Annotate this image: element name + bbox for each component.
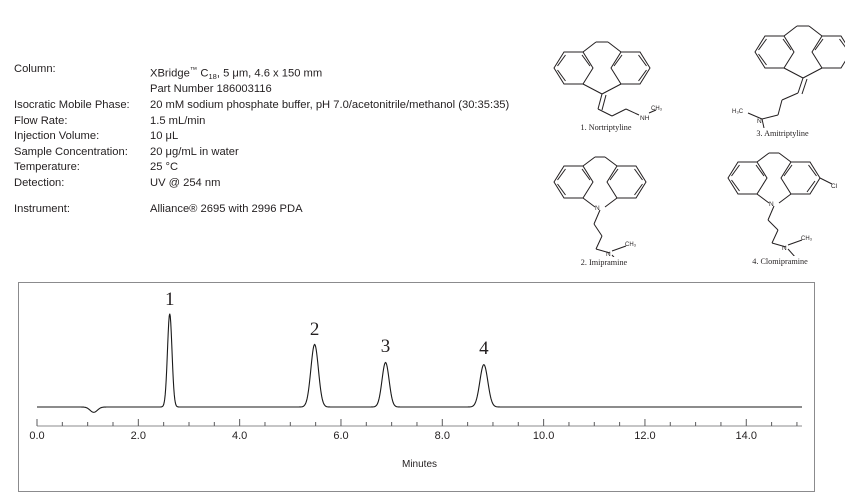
method-value-injection-volume: 10 μL <box>150 130 179 143</box>
method-value-partnumber: Part Number 186003116 <box>150 83 272 96</box>
method-value-detection: UV @ 254 nm <box>150 176 221 189</box>
structure-caption-2: 2. Imipramine <box>580 258 628 267</box>
column-phase: C <box>200 67 209 80</box>
method-label-sample-concentration: Sample Concentration: <box>14 145 128 158</box>
clomipramine-ring-n-label: N <box>769 201 774 208</box>
method-label-instrument: Instrument: <box>14 203 70 216</box>
nortriptyline-methyl-label: CH₃ <box>651 106 663 112</box>
x-tick-label: 12.0 <box>634 430 656 442</box>
peak-label-1: 1 <box>164 289 175 311</box>
x-axis <box>36 419 802 427</box>
peak-label-3: 3 <box>380 335 391 357</box>
table-row: Instrument: Alliance® 2695 with 2996 PDA <box>14 202 509 218</box>
amitriptyline-skeleton-icon: N H₃C CH₃ <box>732 25 845 128</box>
chromatogram-trace <box>37 313 802 413</box>
structure-amitriptyline: N H₃C CH₃ 3. Amitriptyline <box>720 16 845 138</box>
structure-caption-3: 3. Amitriptyline <box>756 129 809 138</box>
method-label-flow-rate: Flow Rate: <box>14 114 68 127</box>
method-label-temperature: Temperature: <box>14 161 80 174</box>
structure-nortriptyline: NH CH₃ 1. Nortriptyline <box>546 22 666 132</box>
table-row: Part Number 186003116 <box>14 82 509 98</box>
method-value-mobile-phase: 20 mM sodium phosphate buffer, pH 7.0/ac… <box>150 98 510 111</box>
clomipramine-chloro-label: Cl <box>831 183 838 190</box>
x-tick-label: 8.0 <box>434 430 450 442</box>
table-row: Temperature: 25 °C <box>14 160 509 176</box>
nortriptyline-skeleton-icon: NH CH₃ <box>553 41 663 122</box>
amitriptyline-n-label: N <box>757 118 762 125</box>
method-value-instrument: Alliance® 2695 with 2996 PDA <box>150 203 303 216</box>
table-row: Isocratic Mobile Phase: 20 mM sodium pho… <box>14 98 509 114</box>
method-label-detection: Detection: <box>14 176 65 189</box>
chromatogram-panel: 1 2 3 4 0.0 2.0 4.0 6.0 8.0 10.0 12.0 14.0 Minutes <box>18 282 815 492</box>
method-value-flow-rate: 1.5 mL/min <box>150 114 206 127</box>
method-value-column: XBridge™ C18, 5 μm, 4.6 x 150 mm <box>150 62 509 82</box>
clomipramine-skeleton-icon: N Cl N CH₃ CH₃ <box>727 152 838 256</box>
method-table: Column: XBridge™ C18, 5 μm, 4.6 x 150 mm… <box>14 62 509 218</box>
imipramine-ring-n-label: N <box>595 205 600 212</box>
clomipramine-methyl-label-1: CH₃ <box>801 236 813 242</box>
x-tick-label: 6.0 <box>333 430 349 442</box>
table-row: Injection Volume: 10 μL <box>14 129 509 145</box>
structure-imipramine: N N CH₃ CH₃ 2. Imipramine <box>544 152 664 267</box>
x-tick-label: 0.0 <box>29 430 45 442</box>
column-name: XBridge <box>150 67 190 80</box>
trademark-symbol: ™ <box>189 65 198 74</box>
imipramine-methyl-label-1: CH₃ <box>625 242 637 248</box>
structure-clomipramine: N Cl N CH₃ CH₃ 4. Clomipramine <box>716 148 844 266</box>
x-tick-label: 14.0 <box>735 430 757 442</box>
imipramine-skeleton-icon: N N CH₃ CH₃ <box>553 156 647 257</box>
method-label-mobile-phase: Isocratic Mobile Phase: <box>14 98 130 111</box>
structure-panel: NH CH₃ 1. Nortriptyline <box>530 14 860 267</box>
method-value-temperature: 25 °C <box>150 161 179 174</box>
x-tick-label: 4.0 <box>231 430 248 442</box>
method-value-sample-concentration: 20 μg/mL in water <box>150 145 239 158</box>
imipramine-n-label: N <box>606 251 611 257</box>
table-row: Flow Rate: 1.5 mL/min <box>14 114 509 130</box>
peak-label-4: 4 <box>479 338 489 359</box>
structure-caption-1: 1. Nortriptyline <box>580 123 632 132</box>
clomipramine-n-label: N <box>782 245 787 252</box>
x-axis-title: Minutes <box>401 459 438 470</box>
table-row: Sample Concentration: 20 μg/mL in water <box>14 145 509 161</box>
structure-caption-4: 4. Clomipramine <box>752 257 808 266</box>
chromatogram-plot <box>36 313 802 427</box>
peak-label-2: 2 <box>309 318 320 340</box>
method-parameters: Column: XBridge™ C18, 5 μm, 4.6 x 150 mm… <box>14 62 509 218</box>
x-tick-label: 10.0 <box>532 430 555 442</box>
amitriptyline-methyl-label-1: H₃C <box>732 109 744 115</box>
method-label-column: Column: <box>14 63 56 75</box>
table-row: Column: XBridge™ C18, 5 μm, 4.6 x 150 mm <box>14 62 509 82</box>
nortriptyline-nh-label: NH <box>640 115 650 122</box>
x-tick-label: 2.0 <box>130 430 146 442</box>
column-dimensions: , 5 μm, 4.6 x 150 mm <box>216 67 323 80</box>
table-spacer-row <box>14 191 509 202</box>
column-phase-subscript: 18 <box>208 71 217 81</box>
table-row: Detection: UV @ 254 nm <box>14 176 509 192</box>
method-label-partnumber <box>14 82 150 98</box>
method-label-injection-volume: Injection Volume: <box>14 130 100 143</box>
